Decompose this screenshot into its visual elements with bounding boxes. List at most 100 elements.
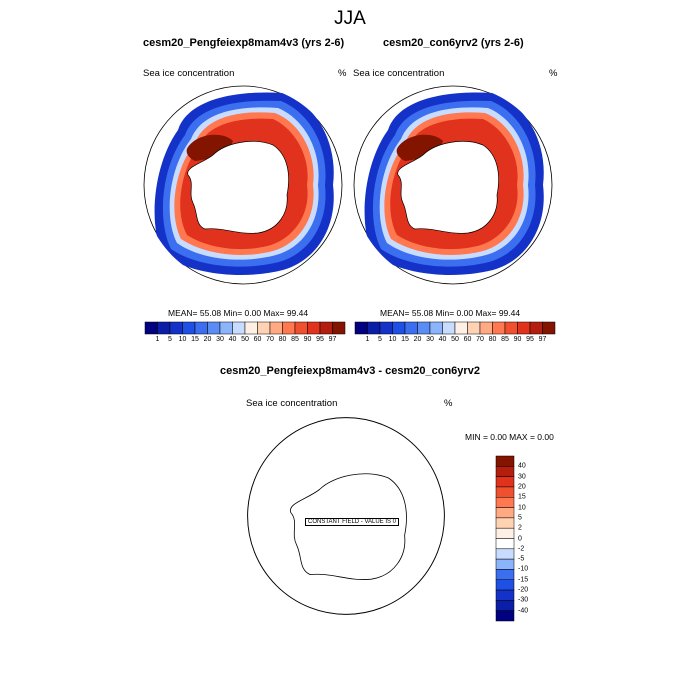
colorbar-swatch xyxy=(367,321,381,335)
panel2-stats: MEAN= 55.08 Min= 0.00 Max= 99.44 xyxy=(380,308,521,318)
diff-colorbar-tick-label: 20 xyxy=(518,483,526,491)
colorbar-tick-label: 5 xyxy=(378,336,382,343)
diff-variable-label: Sea ice concentration xyxy=(246,398,338,409)
colorbar-swatch xyxy=(492,321,506,335)
colorbar-swatch xyxy=(454,321,468,335)
colorbar-tick-label: 1 xyxy=(365,336,370,343)
diff-colorbar-tick-label: -2 xyxy=(518,545,525,553)
colorbar-swatch xyxy=(542,321,556,335)
panel2-colorbar-ticks: 1 5 10 15 20 30 40 50 60 70 80 85 90 95 97 xyxy=(355,336,555,348)
colorbar-swatch xyxy=(417,321,431,335)
colorbar-tick-label: 20 xyxy=(203,336,212,343)
diff-colorbar-ticks: 40 30 20 15 10 5 2 0 -2 -5 -10 -15 -20 -30 -40 xyxy=(518,456,548,621)
colorbar-tick-label: 30 xyxy=(426,336,434,343)
colorbar-swatch xyxy=(307,321,321,335)
diff-colorbar xyxy=(495,455,515,622)
colorbar-swatch xyxy=(442,321,456,335)
panel2-colorbar xyxy=(354,321,556,335)
diff-colorbar-tick-label: 2 xyxy=(518,524,522,532)
diff-colorbar-swatch xyxy=(495,497,515,508)
colorbar-swatch xyxy=(467,321,481,335)
colorbar-tick-label: 85 xyxy=(291,336,299,343)
colorbar-tick-label: 20 xyxy=(413,336,422,343)
diff-colorbar-swatch xyxy=(495,507,515,519)
colorbar-swatch xyxy=(207,321,221,335)
colorbar-tick-label: 40 xyxy=(438,336,447,343)
diff-colorbar-swatch xyxy=(495,538,515,550)
diff-colorbar-swatch xyxy=(495,589,515,601)
colorbar-swatch xyxy=(517,321,531,335)
panel1-stats: MEAN= 55.08 Min= 0.00 Max= 99.44 xyxy=(168,308,309,318)
diff-colorbar-swatch xyxy=(495,517,515,529)
diff-title: cesm20_Pengfeiexp8mam4v3 - cesm20_con6yr… xyxy=(220,365,480,377)
colorbar-swatch xyxy=(479,321,493,335)
colorbar-swatch xyxy=(232,321,246,335)
panel2-antarctica-outline xyxy=(397,141,499,234)
colorbar-tick-label: 1 xyxy=(155,336,160,343)
diff-colorbar-tick-label: -20 xyxy=(518,586,529,594)
colorbar-swatch xyxy=(182,321,196,335)
colorbar-tick-label: 15 xyxy=(401,336,409,343)
panel2-unit-label: % xyxy=(549,68,558,79)
colorbar-tick-label: 80 xyxy=(278,336,287,343)
panel1-colorbar-ticks: 1 5 10 15 20 30 40 50 60 70 80 85 90 95 97 xyxy=(145,336,345,348)
diff-colorbar-tick-label: 40 xyxy=(518,462,526,470)
panel1-colorbar xyxy=(144,321,346,335)
diff-colorbar-tick-label: -5 xyxy=(518,555,525,563)
colorbar-swatch xyxy=(169,321,183,335)
diff-colorbar-swatch xyxy=(495,527,515,539)
panel1-title: cesm20_Pengfeiexp8mam4v3 (yrs 2-6) xyxy=(143,37,345,49)
colorbar-tick-label: 10 xyxy=(178,336,187,343)
colorbar-tick-label: 5 xyxy=(168,336,172,343)
colorbar-tick-label: 95 xyxy=(316,336,324,343)
colorbar-swatch xyxy=(529,321,543,335)
diff-colorbar-tick-label: -10 xyxy=(518,565,529,573)
diff-colorbar-swatch xyxy=(495,610,515,622)
colorbar-swatch xyxy=(429,321,443,335)
diff-colorbar-tick-label: -30 xyxy=(518,596,529,604)
colorbar-tick-label: 90 xyxy=(303,336,312,343)
panel1-antarctica-outline xyxy=(187,141,289,234)
diff-colorbar-swatch xyxy=(495,466,515,477)
colorbar-swatch xyxy=(219,321,233,335)
constant-field-label: CONSTANT FIELD - VALUE IS 0 xyxy=(305,518,400,526)
colorbar-swatch xyxy=(354,321,368,335)
colorbar-swatch xyxy=(157,321,171,335)
diff-colorbar-tick-label: -15 xyxy=(518,576,529,584)
colorbar-tick-label: 30 xyxy=(216,336,224,343)
diff-colorbar-swatch xyxy=(495,548,515,560)
diff-antarctica-outline xyxy=(290,473,407,580)
colorbar-swatch xyxy=(319,321,333,335)
colorbar-swatch xyxy=(332,321,346,335)
diff-polar-map xyxy=(247,417,445,615)
diff-colorbar-tick-label: 5 xyxy=(518,514,522,522)
diff-colorbar-tick-label: 15 xyxy=(518,493,526,501)
colorbar-tick-label: 60 xyxy=(253,336,262,343)
colorbar-swatch xyxy=(392,321,406,335)
colorbar-tick-label: 70 xyxy=(266,336,274,343)
colorbar-tick-label: 40 xyxy=(228,336,237,343)
diff-colorbar-swatch xyxy=(495,486,515,498)
colorbar-swatch xyxy=(257,321,271,335)
panel1-sea-ice-field xyxy=(154,92,334,275)
season-title: JJA xyxy=(334,8,366,29)
diff-colorbar-swatch xyxy=(495,558,515,570)
colorbar-tick-label: 95 xyxy=(526,336,534,343)
diff-colorbar-swatch xyxy=(495,476,515,488)
diff-minmax: MIN = 0.00 MAX = 0.00 xyxy=(465,432,554,442)
colorbar-swatch xyxy=(504,321,518,335)
panel2-sea-ice-field xyxy=(364,92,544,275)
panel1-unit-label: % xyxy=(338,68,347,79)
colorbar-tick-label: 15 xyxy=(191,336,199,343)
colorbar-tick-label: 70 xyxy=(476,336,484,343)
colorbar-tick-label: 50 xyxy=(451,336,459,343)
diff-colorbar-swatch xyxy=(495,569,515,580)
colorbar-swatch xyxy=(379,321,393,335)
diff-colorbar-tick-label: 10 xyxy=(518,504,526,512)
colorbar-tick-label: 80 xyxy=(488,336,497,343)
diff-colorbar-tick-label: -40 xyxy=(518,607,529,615)
colorbar-tick-label: 10 xyxy=(388,336,397,343)
panel2-title: cesm20_con6yrv2 (yrs 2-6) xyxy=(383,37,524,49)
panel2-variable-label: Sea ice concentration xyxy=(353,68,445,79)
colorbar-swatch xyxy=(282,321,296,335)
